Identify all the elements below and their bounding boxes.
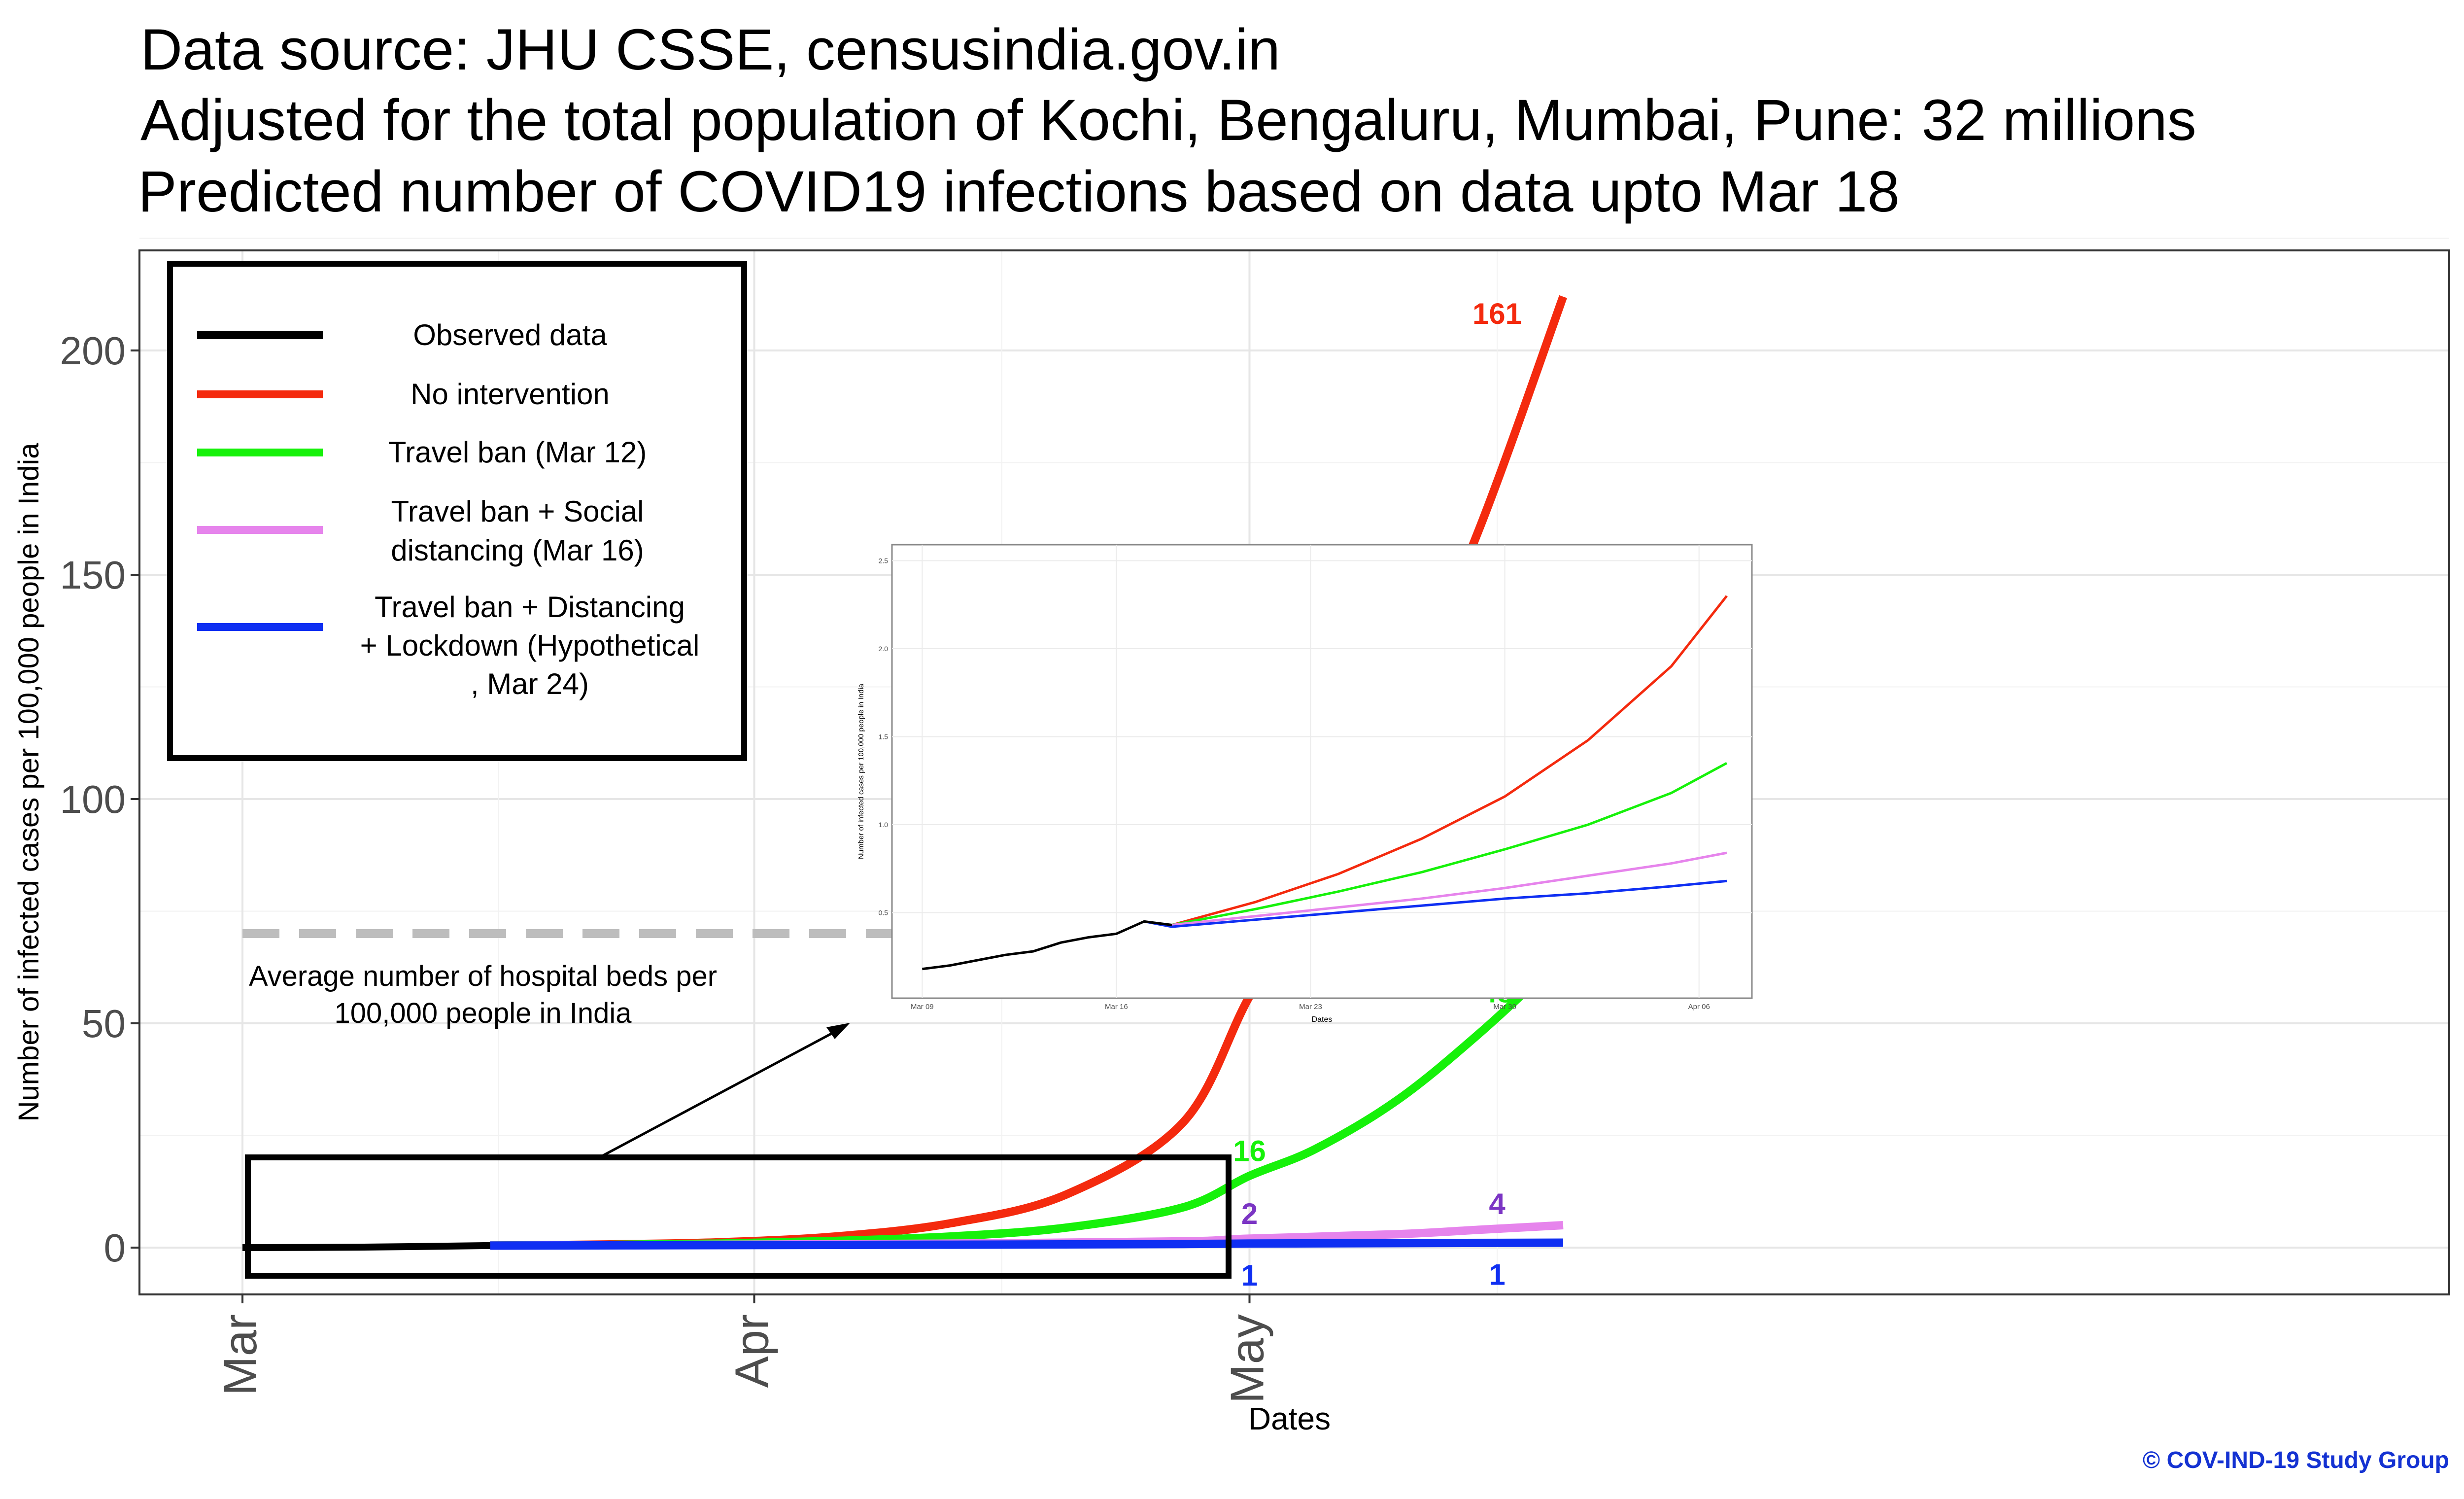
inset-y-axis-title: Number of infected cases per 100,000 peo… xyxy=(857,683,865,859)
legend-label-social-distancing: Travel ban + Social xyxy=(391,495,644,528)
series-line-lockdown xyxy=(490,1238,1564,1250)
y-tick-label: 100 xyxy=(60,777,126,821)
legend-label-lockdown: , Mar 24) xyxy=(471,667,589,700)
chart-title-source: Data source: JHU CSSE, censusindia.gov.i… xyxy=(140,17,1280,82)
data-label-social-distancing: 2 xyxy=(1241,1197,1258,1230)
inset-y-tick-label: 2.0 xyxy=(879,645,889,653)
chart-title-prediction: Predicted number of COVID19 infections b… xyxy=(138,159,1900,224)
legend-label-lockdown: + Lockdown (Hypothetical xyxy=(360,629,700,662)
data-label-lockdown: 1 xyxy=(1241,1259,1258,1292)
inset-x-tick-label: Mar 30 xyxy=(1493,1003,1516,1011)
inset-x-tick-label: Apr 06 xyxy=(1688,1003,1710,1011)
series-line-observed xyxy=(242,1242,490,1251)
inset-x-tick-label: Mar 09 xyxy=(911,1003,934,1011)
data-label-no-intervention: 161 xyxy=(1472,297,1522,330)
legend-label-observed: Observed data xyxy=(413,318,607,351)
inset-panel xyxy=(891,544,1753,999)
data-label-social-distancing: 4 xyxy=(1489,1187,1506,1220)
x-tick-label: May xyxy=(1221,1314,1274,1403)
inset-series-line-no-intervention xyxy=(1171,595,1728,926)
y-tick-label: 50 xyxy=(82,1002,126,1046)
x-tick-label: Apr xyxy=(726,1314,779,1388)
y-tick-label: 200 xyxy=(60,329,126,373)
zoom-arrow xyxy=(601,1029,839,1157)
plot-panel-border xyxy=(138,249,2450,1295)
hospital-beds-label: Average number of hospital beds per xyxy=(249,960,717,992)
zoom-arrow-head xyxy=(826,1023,850,1039)
series-line-travel-ban xyxy=(490,953,1566,1250)
inset-y-tick-label: 2.5 xyxy=(879,557,889,565)
data-label-lockdown: 1 xyxy=(1489,1258,1505,1291)
y-axis-title: Number of infected cases per 100,000 peo… xyxy=(13,443,45,1122)
legend-label-lockdown: Travel ban + Distancing xyxy=(375,591,685,624)
legend-label-travel-ban: Travel ban (Mar 12) xyxy=(388,436,647,469)
inset-y-tick-label: 1.0 xyxy=(879,821,889,829)
legend-box xyxy=(167,261,747,761)
inset-series-line-social-distancing xyxy=(1171,851,1727,926)
legend-label-social-distancing: distancing (Mar 16) xyxy=(391,534,644,567)
inset-x-tick-label: Mar 16 xyxy=(1105,1003,1128,1011)
credit-label: © COV-IND-19 Study Group xyxy=(2142,1447,2449,1473)
chart-title-population: Adjusted for the total population of Koc… xyxy=(140,88,2196,153)
data-label-travel-ban: 16 xyxy=(1233,1134,1266,1167)
y-tick-label: 0 xyxy=(104,1226,126,1270)
inset-y-tick-label: 0.5 xyxy=(879,909,889,917)
legend-label-no-intervention: No intervention xyxy=(411,378,610,411)
inset-series-line-observed xyxy=(922,920,1172,971)
inset-x-axis-title: Dates xyxy=(1312,1015,1333,1024)
inset-x-tick-label: Mar 23 xyxy=(1299,1003,1322,1011)
x-tick-label: Mar xyxy=(214,1314,267,1395)
y-tick-label: 150 xyxy=(60,553,126,597)
inset-series-line-travel-ban xyxy=(1171,762,1728,926)
zoom-highlight-box xyxy=(245,1154,1232,1279)
inset-series-line-lockdown xyxy=(1144,879,1727,928)
x-axis-title: Dates xyxy=(1248,1401,1331,1436)
inset-y-tick-label: 1.5 xyxy=(879,733,889,741)
hospital-beds-label-line2: 100,000 people in India xyxy=(334,997,632,1029)
